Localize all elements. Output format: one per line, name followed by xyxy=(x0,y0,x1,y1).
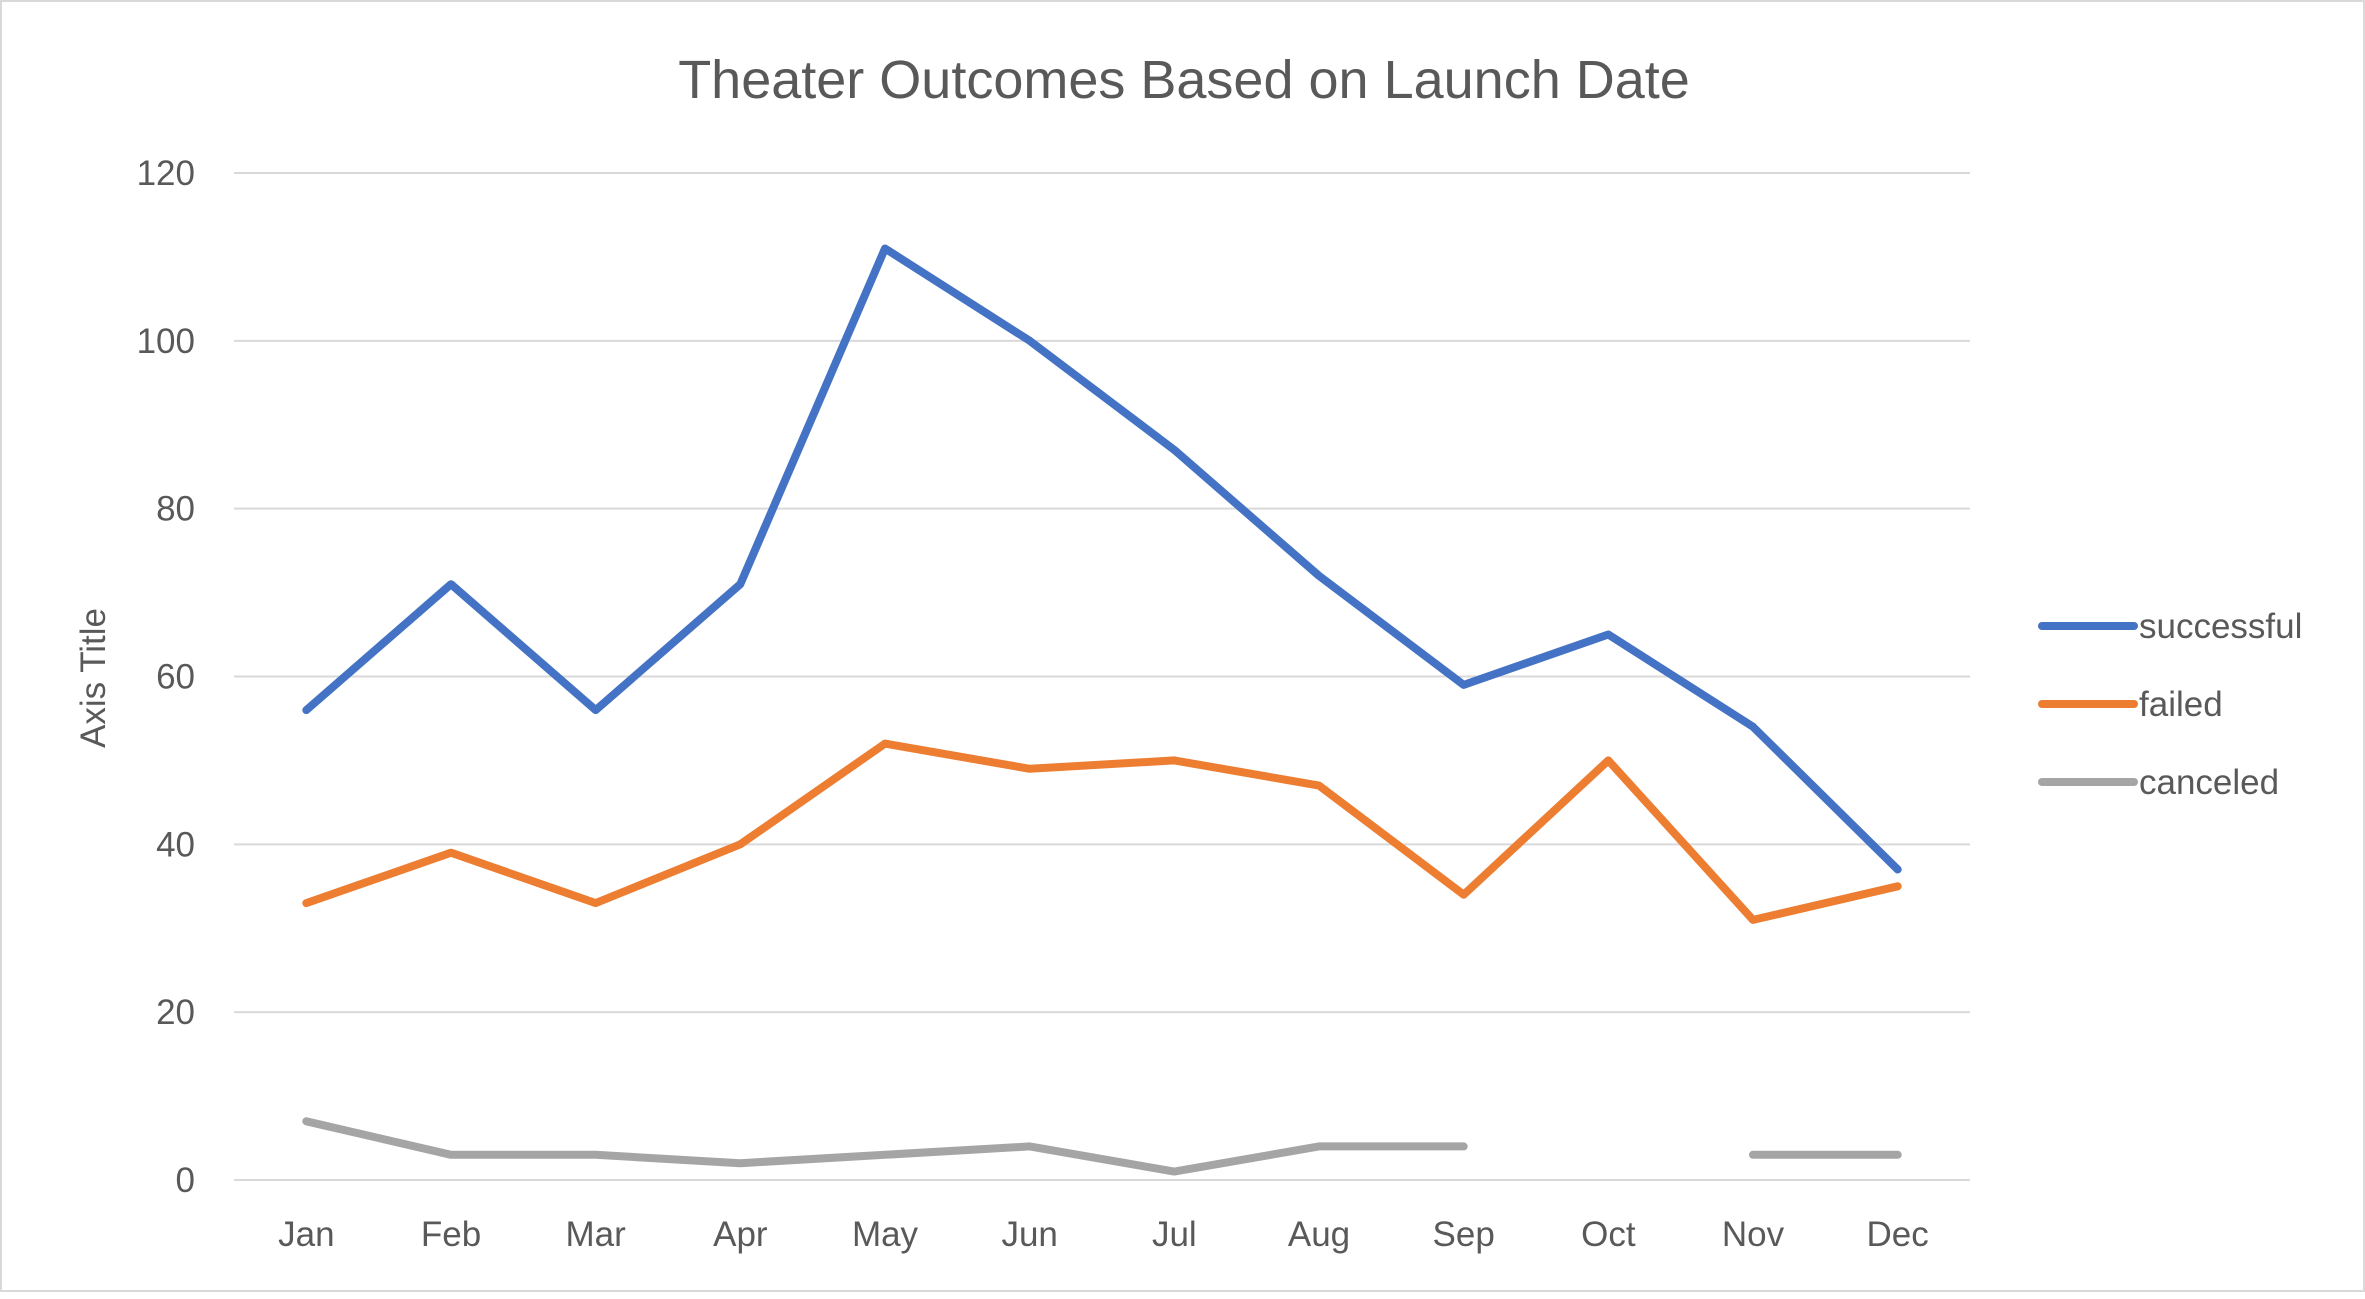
series-line-failed xyxy=(302,739,1902,924)
series-canceled xyxy=(302,1117,1902,1176)
y-axis-title: Axis Title xyxy=(74,608,113,748)
gridlines xyxy=(234,172,1970,1181)
y-tick-label: 20 xyxy=(156,993,195,1032)
chart-title: Theater Outcomes Based on Launch Date xyxy=(678,50,1690,110)
series-lines xyxy=(302,244,1902,1176)
x-tick-label: Jan xyxy=(278,1215,334,1254)
legend-label: successful xyxy=(2139,607,2302,646)
x-tick-label: May xyxy=(852,1215,919,1254)
y-tick-label: 100 xyxy=(137,322,195,361)
legend-label: canceled xyxy=(2139,763,2279,802)
legend-label: failed xyxy=(2139,685,2223,724)
legend-item-successful: successful xyxy=(2038,607,2302,646)
x-tick-label: Aug xyxy=(1288,1215,1350,1254)
x-tick-label: Apr xyxy=(713,1215,768,1254)
x-tick-label: Jul xyxy=(1152,1215,1197,1254)
x-axis-ticks: Jan Feb Mar Apr May Jun Jul Aug Sep Oct Nov Dec xyxy=(278,1215,1929,1254)
legend-item-canceled: canceled xyxy=(2038,763,2279,802)
y-tick-label: 0 xyxy=(176,1161,195,1200)
series-line-successful xyxy=(302,244,1902,874)
y-tick-label: 120 xyxy=(137,154,195,193)
x-tick-label: Dec xyxy=(1867,1215,1929,1254)
y-tick-label: 60 xyxy=(156,658,195,697)
x-tick-label: Sep xyxy=(1433,1215,1495,1254)
series-failed xyxy=(302,739,1902,924)
legend-item-failed: failed xyxy=(2038,685,2223,724)
series-successful xyxy=(302,244,1902,874)
legend: successful failed canceled xyxy=(2038,607,2302,802)
y-axis-ticks: 0 20 40 60 80 100 120 xyxy=(137,154,195,1200)
y-tick-label: 80 xyxy=(156,490,195,529)
series-line-canceled xyxy=(302,1117,1468,1176)
x-tick-label: Jun xyxy=(1001,1215,1057,1254)
x-tick-label: Feb xyxy=(421,1215,481,1254)
x-tick-label: Nov xyxy=(1722,1215,1785,1254)
y-tick-label: 40 xyxy=(156,825,195,864)
x-tick-label: Mar xyxy=(566,1215,627,1254)
x-tick-label: Oct xyxy=(1581,1215,1636,1254)
